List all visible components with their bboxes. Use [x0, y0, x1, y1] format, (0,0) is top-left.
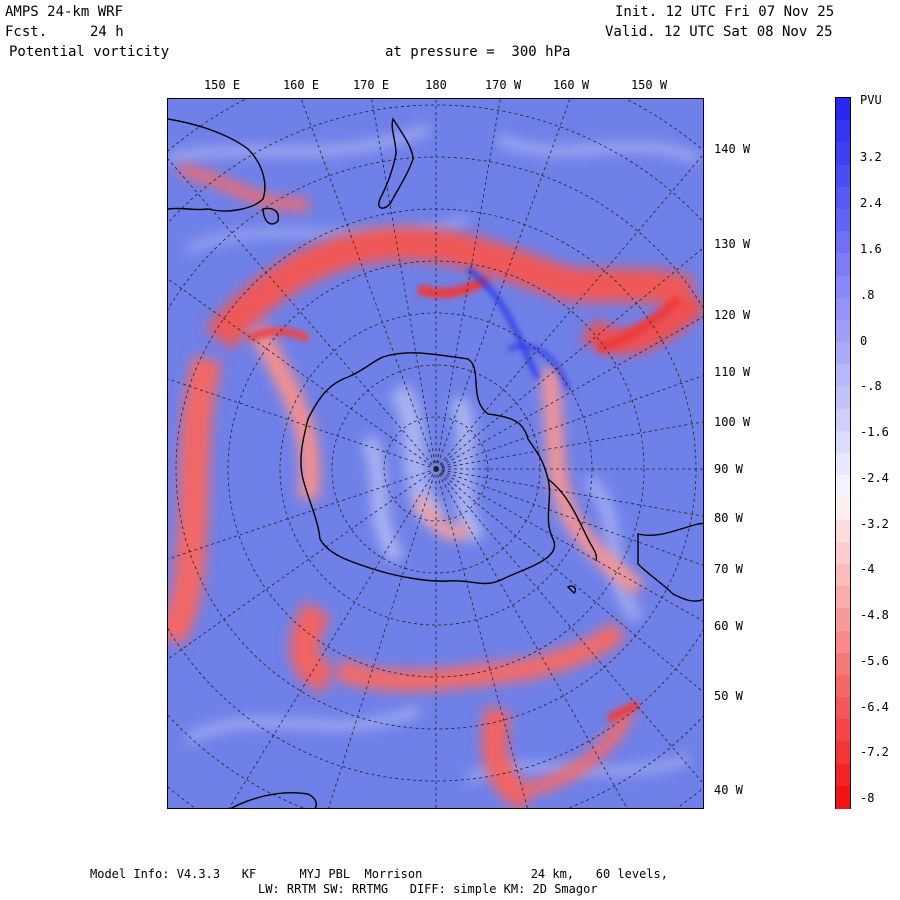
- lon-label-160e: 160 E: [282, 78, 320, 92]
- colorbar-label: -3.2: [860, 517, 889, 531]
- lon-label-180: 180: [425, 78, 447, 92]
- south-america-coast: [637, 522, 703, 602]
- colorbar-segment: [836, 630, 850, 654]
- colorbar-unit: PVU: [860, 93, 882, 107]
- map-canvas: [168, 99, 703, 808]
- africa-tip-coast: [230, 791, 317, 808]
- colorbar-segment: [836, 475, 850, 498]
- lon-label-150e: 150 E: [203, 78, 241, 92]
- lon-label-150w: 150 W: [630, 78, 668, 92]
- colorbar-label: 2.4: [860, 196, 882, 210]
- lon-label-60w: 60 W: [714, 619, 743, 633]
- colorbar-segment: [836, 231, 850, 254]
- lon-label-170w: 170 W: [484, 78, 522, 92]
- south-georgia-coast: [566, 585, 577, 594]
- colorbar-segment: [836, 563, 850, 587]
- lon-label-100w: 100 W: [714, 415, 751, 429]
- init-time: Init. 12 UTC Fri 07 Nov 25: [615, 4, 835, 20]
- colorbar-segment: [836, 674, 850, 698]
- lon-label-140w: 140 W: [714, 142, 751, 156]
- colorbar-segment: [836, 253, 850, 276]
- colorbar-label: .8: [860, 288, 875, 302]
- antarctica-coast: [300, 352, 556, 585]
- colorbar-segment: [836, 98, 850, 121]
- colorbar-segment: [836, 342, 850, 365]
- new-zealand-coast: [378, 117, 414, 209]
- antarctic-peninsula-coast: [547, 478, 598, 562]
- pressure-level: at pressure = 300 hPa: [385, 44, 571, 60]
- colorbar-label: -8: [860, 791, 875, 805]
- colorbar-label: -4.8: [860, 608, 889, 622]
- lon-label-50w: 50 W: [714, 689, 743, 703]
- colorbar-segment: [836, 763, 850, 787]
- colorbar-segment: [836, 297, 850, 321]
- model-info-line1: Model Info: V4.3.3 KF MYJ PBL Morrison 2…: [90, 867, 668, 881]
- forecast-hours: 24 h: [90, 24, 124, 40]
- field-name: Potential vorticity: [9, 44, 170, 60]
- lon-label-90w: 90 W: [714, 462, 743, 476]
- colorbar-segment: [836, 164, 850, 188]
- lon-label-80w: 80 W: [714, 511, 743, 525]
- colorbar-segment: [836, 652, 850, 676]
- colorbar-label: -5.6: [860, 654, 889, 668]
- lon-label-160w: 160 W: [552, 78, 590, 92]
- colorbar-segment: [836, 208, 850, 232]
- tasmania-coast: [262, 207, 280, 225]
- colorbar-segment: [836, 541, 850, 565]
- colorbar-segment: [836, 142, 850, 166]
- colorbar-segment: [836, 386, 850, 410]
- colorbar-label: -4: [860, 562, 875, 576]
- colorbar-label: -.8: [860, 379, 882, 393]
- colorbar-label: 0: [860, 334, 868, 348]
- colorbar-segment: [836, 741, 850, 765]
- colorbar-segment: [836, 497, 850, 521]
- lon-label-170e: 170 E: [352, 78, 390, 92]
- colorbar-segment: [836, 408, 850, 432]
- lon-label-130w: 130 W: [714, 237, 751, 251]
- colorbar-segment: [836, 430, 850, 454]
- colorbar-label: 3.2: [860, 150, 882, 164]
- pv-positive-filaments: [466, 267, 570, 390]
- lon-label-110w: 110 W: [714, 365, 751, 379]
- lon-label-70w: 70 W: [714, 562, 743, 576]
- colorbar-segment: [836, 785, 850, 809]
- colorbar-label: 1.6: [860, 242, 882, 256]
- lon-label-40w: 40 W: [714, 783, 743, 797]
- colorbar-segment: [836, 719, 850, 742]
- valid-time: Valid. 12 UTC Sat 08 Nov 25: [605, 24, 833, 40]
- colorbar-segment: [836, 519, 850, 543]
- colorbar-segment: [836, 453, 850, 476]
- graticule: [168, 99, 703, 808]
- australia-coast: [168, 118, 266, 212]
- colorbar-label: -6.4: [860, 700, 889, 714]
- colorbar-segment: [836, 697, 850, 720]
- colorbar-segment: [836, 608, 850, 631]
- colorbar-label: -1.6: [860, 425, 889, 439]
- colorbar-segment: [836, 364, 850, 387]
- coastlines: [168, 117, 703, 808]
- lon-label-120w: 120 W: [714, 308, 751, 322]
- colorbar-label: -2.4: [860, 471, 889, 485]
- colorbar-label: -7.2: [860, 745, 889, 759]
- pv-colorbar: [835, 97, 851, 809]
- colorbar-segment: [836, 275, 850, 299]
- colorbar-segment: [836, 186, 850, 210]
- model-title: AMPS 24-km WRF: [5, 4, 124, 20]
- potential-vorticity-map: [167, 98, 704, 809]
- forecast-label: Fcst.: [5, 24, 48, 40]
- model-info-line2: LW: RRTM SW: RRTMG DIFF: simple KM: 2D S…: [258, 882, 598, 896]
- colorbar-segment: [836, 319, 850, 343]
- colorbar-segment: [836, 120, 850, 143]
- colorbar-segment: [836, 586, 850, 609]
